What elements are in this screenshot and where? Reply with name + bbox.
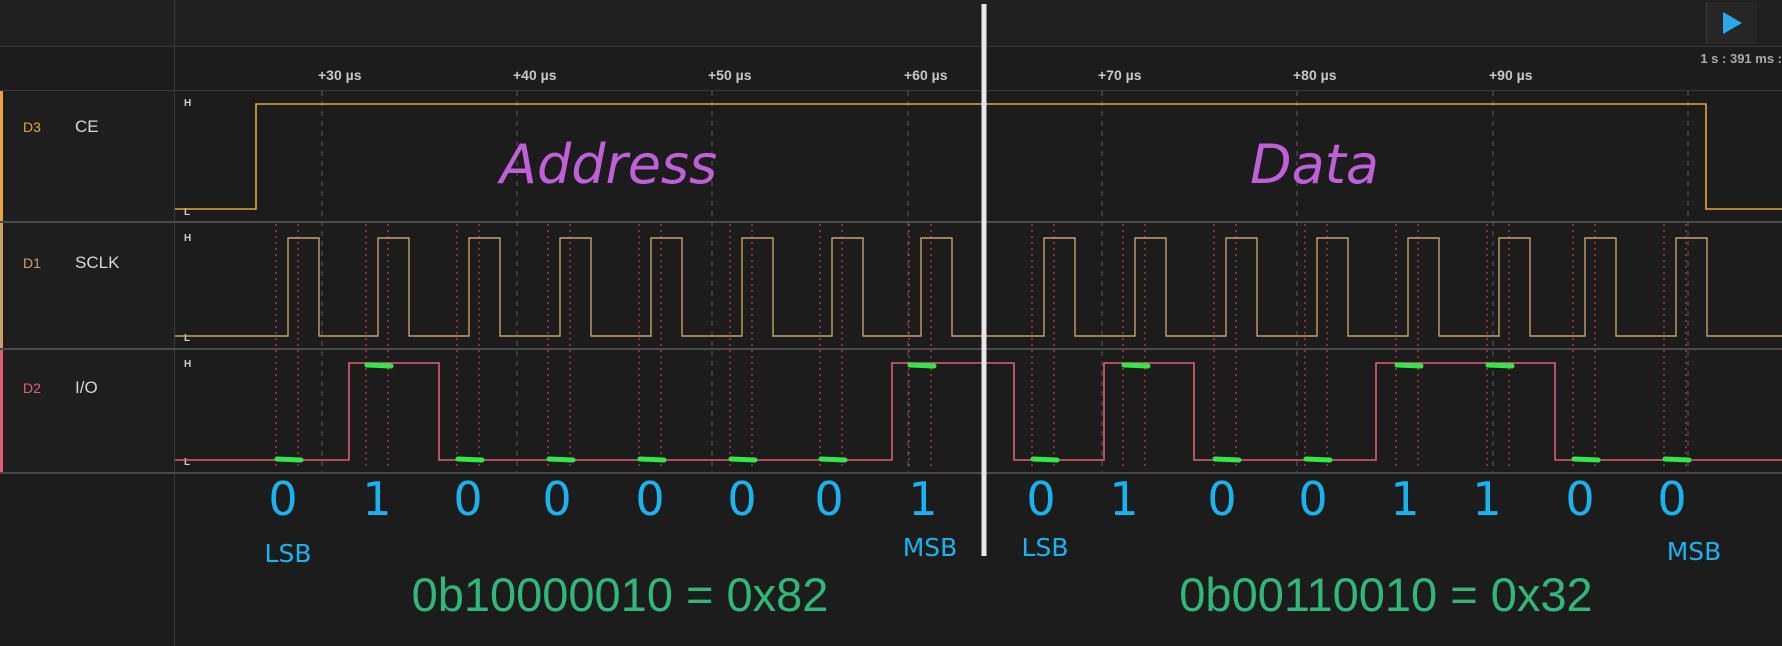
channel-name: SCLK: [75, 253, 120, 272]
sampled-bit-mark: [1303, 456, 1333, 463]
sampled-bit-mark: [728, 456, 758, 463]
bit-digit: 0: [1657, 472, 1686, 526]
bit-digit: 0: [1207, 472, 1236, 526]
channel-color-accent: [0, 223, 3, 348]
tick-label: +30 µs: [318, 67, 362, 83]
address-msb-label: MSB: [903, 533, 958, 562]
bit-digit: 1: [1472, 472, 1501, 526]
sampled-bit-mark: [546, 456, 576, 463]
data-lsb-label: LSB: [1022, 533, 1069, 562]
level-label-low: L: [184, 207, 190, 218]
level-label-high: H: [184, 233, 191, 244]
time-readout: 1 s : 391 ms :: [1700, 51, 1782, 66]
sampled-bit-marks: [274, 362, 1692, 463]
channel-id: D3: [23, 119, 41, 135]
bit-digit: 0: [542, 472, 571, 526]
play-button[interactable]: [1706, 2, 1757, 44]
tick-label: +40 µs: [513, 67, 557, 83]
tick-label: +70 µs: [1098, 67, 1142, 83]
ce-trace: [175, 103, 1782, 210]
bit-digit: 1: [1109, 472, 1138, 526]
row-divider: [0, 348, 1782, 350]
level-label-high: H: [184, 359, 191, 370]
bit-digit: 0: [727, 472, 756, 526]
tick-label: +80 µs: [1293, 67, 1337, 83]
bit-digit: 1: [908, 472, 937, 526]
level-label-low: L: [184, 333, 190, 344]
bit-digit: 0: [453, 472, 482, 526]
sampled-bit-mark: [274, 456, 304, 463]
data-result: 0b00110010 = 0x32: [1179, 568, 1592, 621]
sampled-bit-mark: [1394, 362, 1424, 369]
bit-digit: 0: [635, 472, 664, 526]
tick-label: +50 µs: [708, 67, 752, 83]
bit-digit: 1: [1390, 472, 1419, 526]
sampled-bit-mark: [907, 362, 937, 369]
bit-digit: 0: [268, 472, 297, 526]
sampled-bit-mark: [455, 456, 485, 463]
channel-id: D1: [23, 255, 41, 271]
sampled-bit-mark: [1571, 456, 1601, 463]
bit-digit: 0: [814, 472, 843, 526]
play-icon: [1723, 12, 1742, 34]
io-trace: [175, 362, 1782, 461]
level-label-low: L: [184, 457, 190, 468]
ruler-divider: [174, 47, 175, 90]
channel-name: I/O: [75, 378, 98, 397]
sampled-bit-mark: [1662, 456, 1692, 463]
channel-row-sclk[interactable]: D1 SCLK: [0, 223, 175, 348]
time-gridlines: [321, 91, 1689, 472]
channel-row-io[interactable]: D2 I/O: [0, 350, 175, 472]
sidebar-empty-area: [0, 474, 175, 646]
time-ruler[interactable]: +30 µs +40 µs +50 µs +60 µs +70 µs +80 µ…: [0, 47, 1782, 91]
sampled-bit-mark: [364, 362, 394, 369]
toolbar: [0, 0, 1782, 47]
bit-digit: 0: [1298, 472, 1327, 526]
channel-color-accent: [0, 350, 3, 472]
sampled-bit-mark: [1121, 362, 1151, 369]
channel-color-accent: [0, 91, 3, 221]
data-annotation: Data: [1250, 133, 1379, 196]
channel-name: CE: [75, 117, 99, 136]
sampled-bit-mark: [1485, 362, 1515, 369]
bit-digit: 1: [362, 472, 391, 526]
address-annotation: Address: [497, 133, 717, 196]
sampled-bit-mark: [637, 456, 667, 463]
toolbar-divider: [174, 0, 175, 46]
bit-digit: 0: [1565, 472, 1594, 526]
sampled-bit-mark: [1212, 456, 1242, 463]
sampled-bit-mark: [818, 456, 848, 463]
sampled-bit-mark: [1030, 456, 1060, 463]
address-lsb-label: LSB: [265, 539, 312, 568]
address-result: 0b10000010 = 0x82: [412, 568, 829, 621]
tick-label: +90 µs: [1489, 67, 1533, 83]
channel-id: D2: [23, 380, 41, 396]
level-label-high: H: [184, 98, 191, 109]
row-divider: [0, 221, 1782, 223]
channel-row-ce[interactable]: D3 CE: [0, 91, 175, 221]
sclk-trace: [175, 237, 1782, 337]
bit-digit: 0: [1026, 472, 1055, 526]
data-msb-label: MSB: [1667, 537, 1722, 566]
row-divider: [0, 472, 1782, 474]
tick-label: +60 µs: [904, 67, 948, 83]
sample-window-markers: [275, 224, 1687, 468]
